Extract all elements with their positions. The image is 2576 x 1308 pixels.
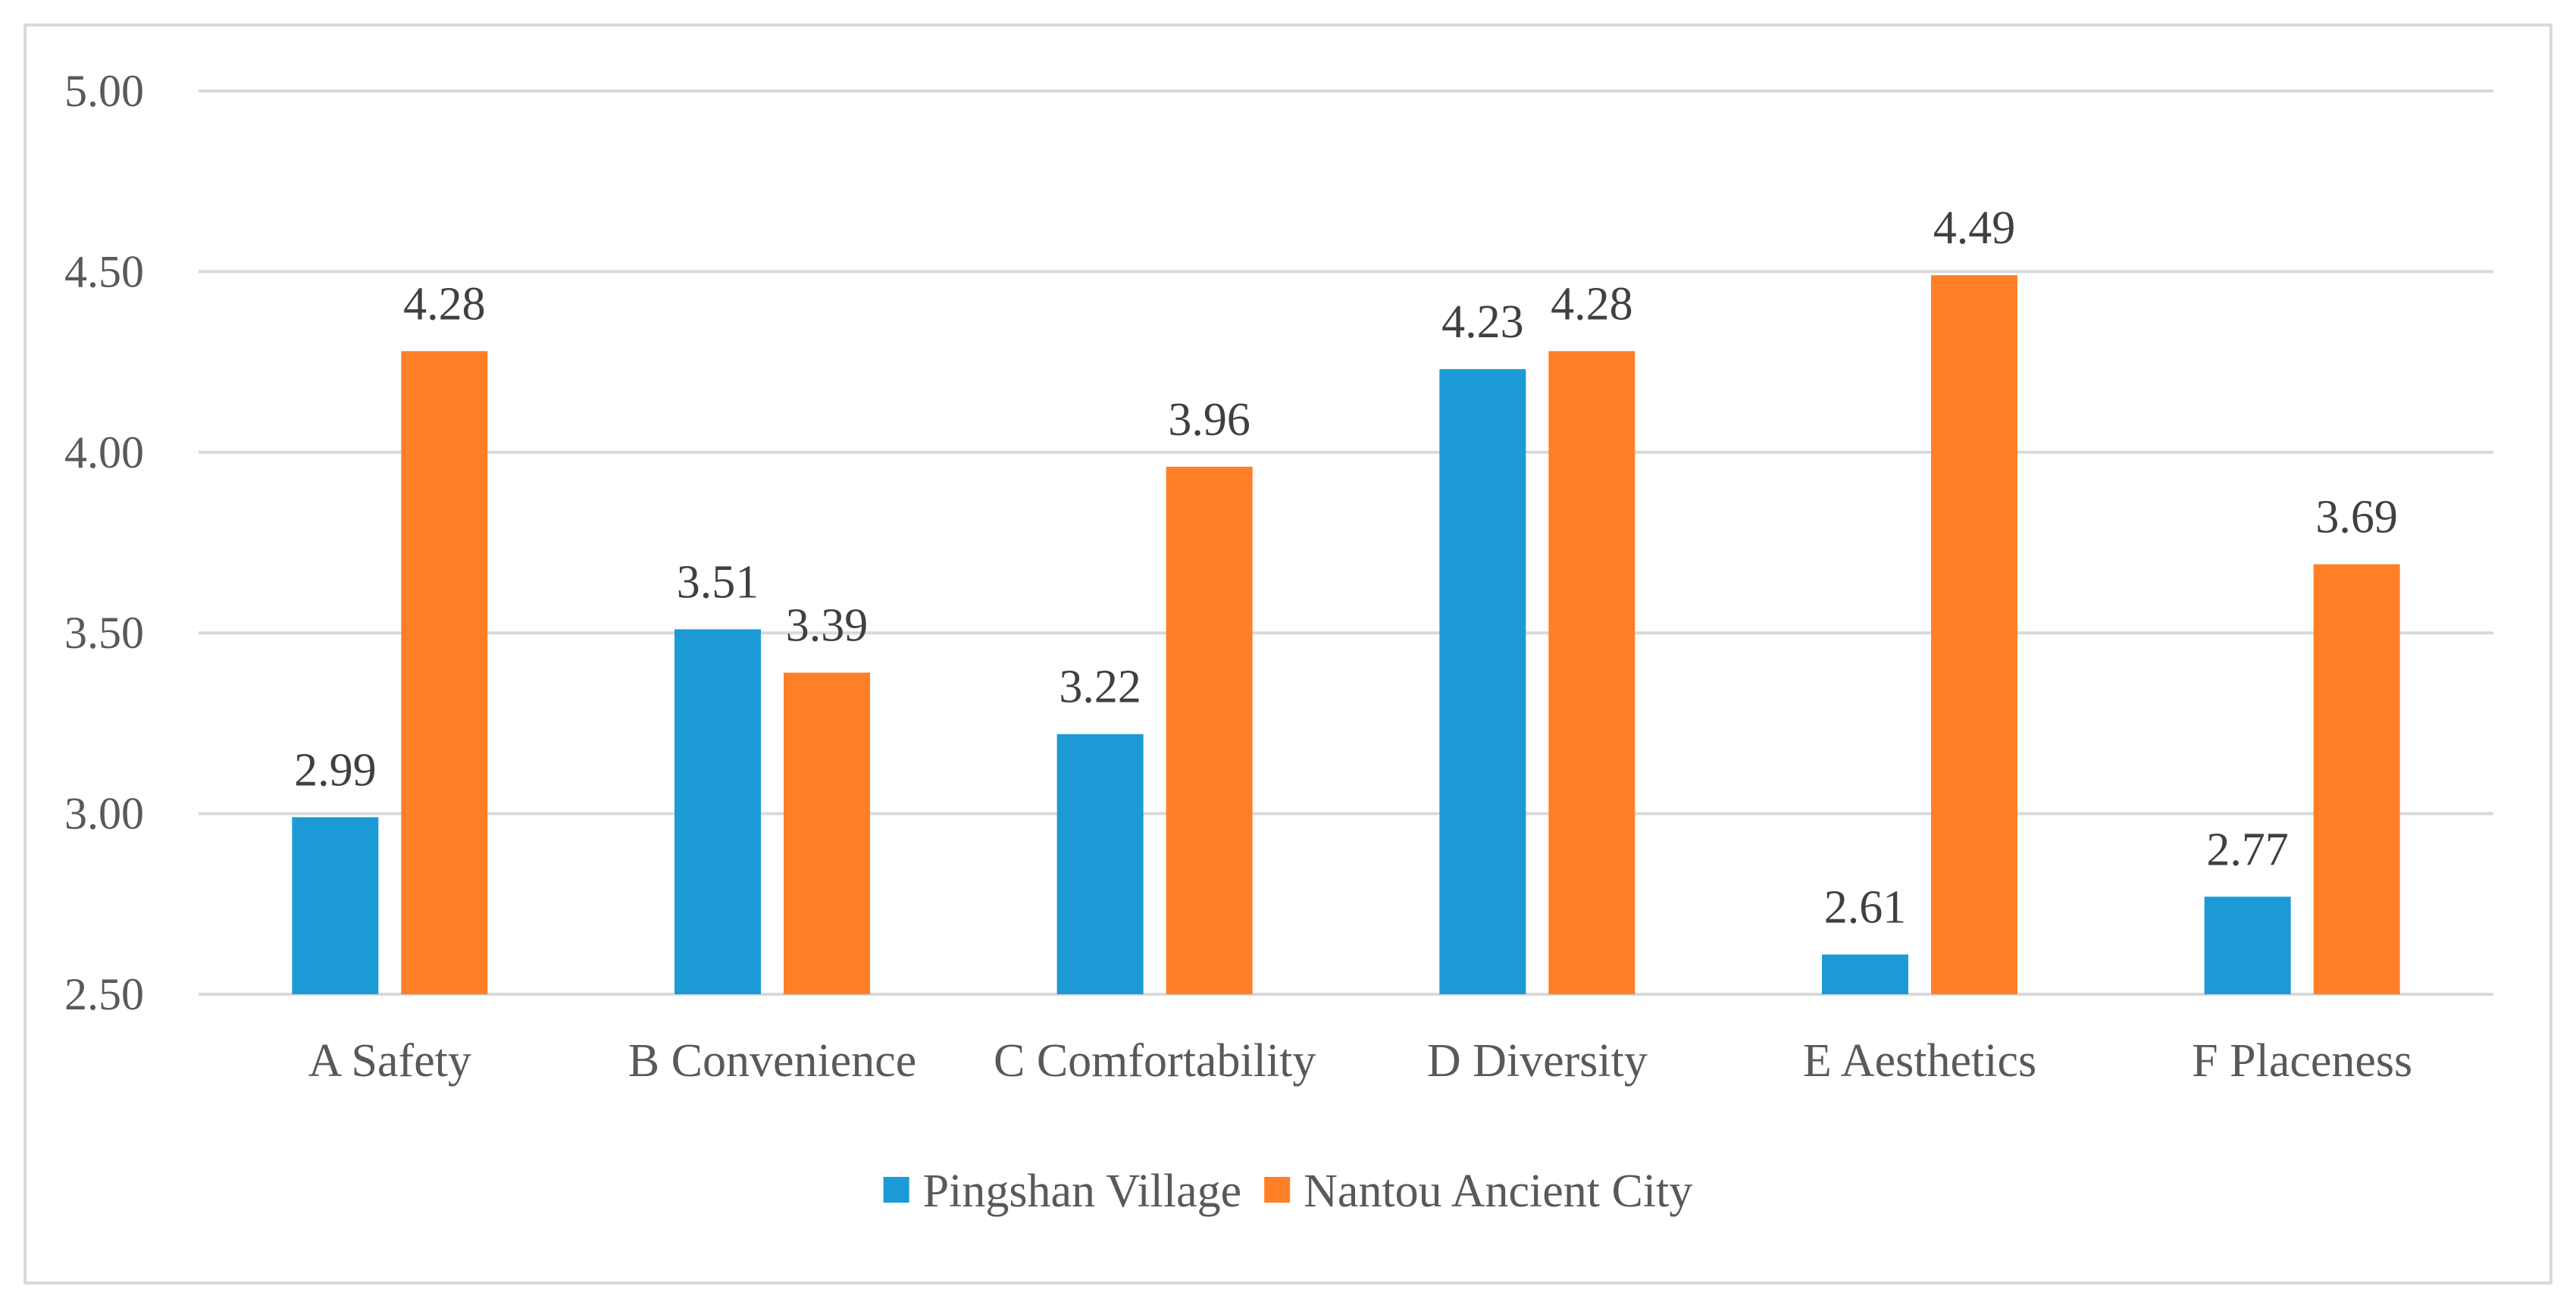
data-labels: 2.99 4.28 3.51 3.39 3.22 3.96 4.23 4.28 2.61 4.49… [294,202,2398,933]
data-label: 3.96 [1168,394,1250,446]
legend: Pingshan Village Nantou Ancient City [883,1166,1692,1217]
bars [292,275,2400,995]
data-label: 3.69 [2315,492,2398,543]
x-category-label: E Aesthetics [1803,1035,2036,1087]
legend-label: Pingshan Village [923,1166,1242,1217]
x-category-label: A Safety [308,1035,471,1087]
legend-swatch [1264,1177,1291,1203]
data-label: 4.28 [403,278,486,330]
bar [2204,897,2291,994]
x-category-label: B Convenience [628,1035,917,1087]
bar [292,817,379,994]
data-label: 4.28 [1551,278,1633,330]
data-label: 2.61 [1824,882,1907,934]
legend-swatch [883,1177,909,1203]
data-label: 4.49 [1933,202,2016,254]
bar [675,629,761,994]
bar [1056,734,1144,994]
y-tick-label: 2.50 [64,969,144,1019]
x-category-label: C Comfortability [994,1035,1316,1087]
y-axis-tick-labels: 2.50 3.00 3.50 4.00 4.50 5.00 [64,66,144,1019]
legend-label: Nantou Ancient City [1304,1166,1692,1217]
x-category-label: D Diversity [1427,1035,1648,1087]
y-tick-label: 4.00 [64,427,144,477]
data-label: 3.51 [677,556,759,608]
bar [1166,466,1253,994]
bar [1822,954,1908,994]
data-label: 3.39 [786,600,869,652]
bar [2313,564,2400,994]
y-tick-label: 4.50 [64,246,144,296]
x-category-label: F Placeness [2192,1035,2412,1087]
bar [401,351,488,994]
x-axis-category-labels: A Safety B Convenience C Comfortability D D… [308,1035,2412,1087]
y-tick-label: 3.00 [64,789,144,839]
y-tick-label: 5.00 [64,66,144,116]
gridlines [199,89,2493,996]
data-label: 4.23 [1441,296,1524,348]
y-tick-label: 3.50 [64,608,144,658]
data-label: 2.99 [294,744,377,796]
data-label: 2.77 [2206,824,2289,875]
bar [1548,351,1635,994]
bar [1931,275,2017,995]
data-label: 3.22 [1059,662,1141,713]
bar [784,672,870,994]
bar [1439,369,1526,994]
